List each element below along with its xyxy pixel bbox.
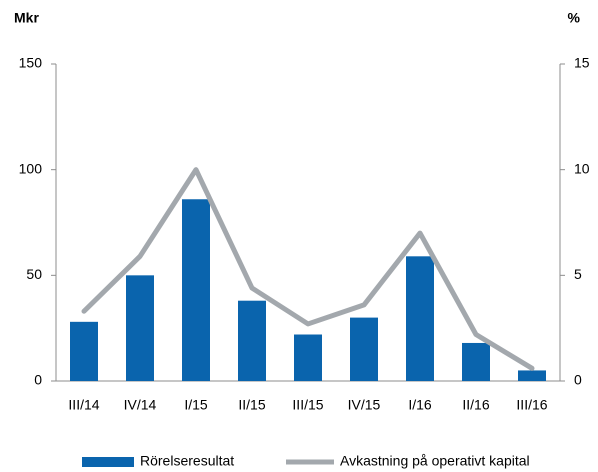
x-tick-label: I/15 bbox=[184, 397, 208, 413]
y2-tick-label: 10 bbox=[574, 160, 590, 176]
legend-label: Avkastning på operativt kapital bbox=[340, 453, 530, 469]
x-tick-label: III/16 bbox=[516, 397, 547, 413]
y-tick-label: 50 bbox=[26, 266, 42, 282]
x-tick-label: II/16 bbox=[462, 397, 489, 413]
x-tick-label: III/15 bbox=[292, 397, 323, 413]
bar bbox=[462, 342, 490, 381]
y2-axis-label: % bbox=[568, 10, 581, 26]
bar bbox=[238, 300, 266, 381]
y-tick-label: 0 bbox=[34, 372, 42, 388]
y-axis-label: Mkr bbox=[14, 10, 39, 26]
y-tick-label: 150 bbox=[19, 55, 43, 71]
bar bbox=[182, 199, 210, 381]
line bbox=[81, 167, 535, 371]
legend-swatch bbox=[82, 457, 134, 467]
x-tick-label: II/15 bbox=[238, 397, 265, 413]
y2-tick-label: 15 bbox=[574, 55, 590, 71]
y2-tick-label: 5 bbox=[574, 266, 582, 282]
bar bbox=[126, 275, 154, 381]
bar bbox=[350, 317, 378, 381]
y-tick-label: 100 bbox=[19, 160, 43, 176]
x-tick-label: I/16 bbox=[408, 397, 432, 413]
y2-tick-label: 0 bbox=[574, 372, 582, 388]
x-tick-label: III/14 bbox=[68, 397, 99, 413]
bar bbox=[518, 370, 546, 381]
bar bbox=[294, 334, 322, 381]
bar bbox=[406, 256, 434, 381]
bar bbox=[70, 321, 98, 381]
legend-label: Rörelseresultat bbox=[140, 453, 234, 469]
x-tick-label: IV/15 bbox=[348, 397, 381, 413]
x-tick-label: IV/14 bbox=[124, 397, 157, 413]
